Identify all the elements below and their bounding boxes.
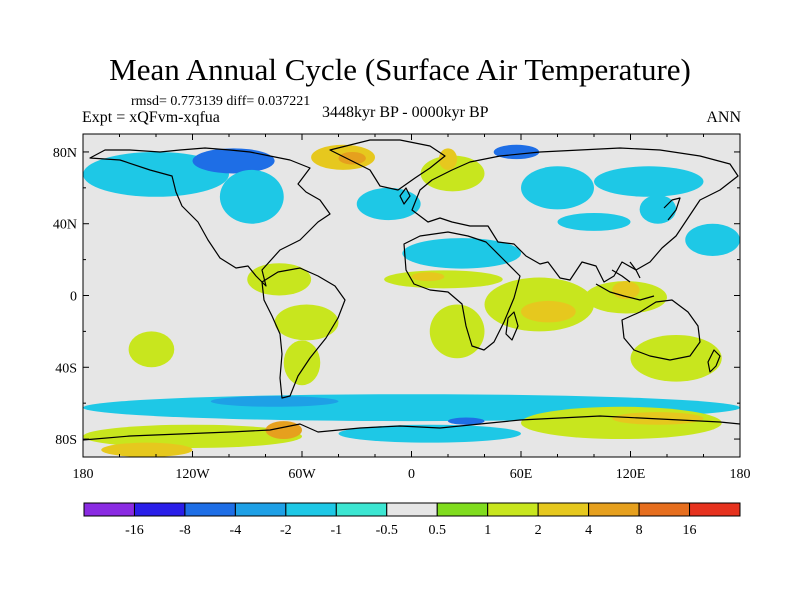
x-tick-label-2: 60W [288,467,316,482]
rmsd-diff-stats: rmsd= 0.773139 diff= 0.037221 [131,94,311,109]
y-axis: 80N 40N 0 40S 80S [53,146,740,448]
period-label: 3448kyr BP - 0000kyr BP [322,104,489,121]
anomaly-region-20 [128,331,175,368]
colorbar-label-8: 2 [535,523,542,538]
coastline-australia [621,299,701,361]
anomaly-region-23 [521,300,576,323]
anomaly-region-9 [521,166,594,210]
anomaly-region-18 [274,304,339,341]
anomaly-region-29 [83,424,302,449]
season-label: ANN [706,109,741,126]
colorbar-box-4 [285,502,337,517]
colorbar-box-8 [487,502,539,517]
anomaly-region-32 [338,424,521,443]
colorbar-box-3 [234,502,287,517]
plot-title: Mean Annual Cycle (Surface Air Temperatu… [109,52,691,87]
colorbar-label-1: -8 [179,523,191,538]
coastline-british-isles [399,187,411,205]
anomaly-region-19 [283,340,321,386]
coastline-japan [663,197,681,221]
coastline-antarctica [83,415,740,441]
coastline-indonesia [595,261,655,301]
anomaly-region-16 [411,272,445,282]
colorbar-label-0: -16 [125,523,144,538]
coastline-new-zealand [707,349,721,373]
anomaly-region-2 [219,169,284,224]
colorbar-label-2: -4 [230,523,242,538]
colorbar-label-4: -1 [330,523,342,538]
colorbar-box-0 [83,502,135,517]
colorbar-box-2 [184,502,236,517]
anomaly-region-33 [448,417,485,425]
y-tick-label-4: 80S [55,433,77,448]
coastline-africa [403,231,521,351]
y-tick-label-3: 40S [55,361,77,376]
colorbar-box-7 [436,502,489,517]
x-tick-label-5: 120E [616,467,646,482]
anomaly-region-1 [192,148,275,174]
x-tick-label-3: 0 [408,467,415,482]
y-tick-label-2: 0 [70,290,77,305]
colorbar-box-12 [689,502,741,517]
colorbar-label-11: 16 [683,523,697,538]
colorbar-box-6 [386,502,438,517]
x-axis: 180 120W 60W 0 60E 120E 180 [73,134,751,482]
colorbar-label-6: 0.5 [428,523,446,538]
anomaly-region-10 [594,166,704,197]
y-tick-label-0: 80N [53,146,77,161]
anomaly-region-21 [429,304,485,359]
colorbar-box-9 [537,502,590,517]
anomaly-region-13 [557,212,631,231]
colorbar-labels: -16 -8 -4 -2 -1 -0.5 0.5 1 2 4 8 16 [125,523,696,538]
anomaly-region-28 [210,395,339,407]
colorbar-label-3: -2 [280,523,292,538]
anomaly-region-14 [402,238,521,269]
anomaly-region-12 [685,223,740,257]
colorbar-boxes [83,502,741,517]
coastline-north-america [89,147,331,287]
anomaly-region-4 [338,151,366,165]
colorbar-box-1 [133,502,186,517]
coastline-south-america [261,267,346,399]
coastline-greenland [329,139,446,191]
colorbar-label-5: -0.5 [376,523,398,538]
anomaly-region-0 [83,151,229,197]
x-tick-label-6: 180 [730,467,751,482]
anomaly-region-7 [438,148,458,170]
x-tick-label-1: 120W [175,467,210,482]
x-tick-label-0: 180 [73,467,94,482]
anomaly-region-30 [101,442,193,457]
coastlines [83,139,740,441]
colorbar-box-11 [638,502,691,517]
anomaly-region-17 [247,263,312,296]
colorbar-box-10 [588,502,640,517]
anomaly-region-11 [639,195,677,224]
experiment-label: Expt = xQFvm-xqfua [82,109,220,126]
anomaly-region-5 [356,187,421,221]
colorbar-label-10: 8 [636,523,643,538]
colorbar-label-7: 1 [484,523,491,538]
colorbar-box-5 [335,502,388,517]
colorbar-label-9: 4 [585,523,592,538]
coastline-eurasia [411,147,739,283]
anomaly-region-6 [420,155,485,192]
coastline-madagascar [505,311,519,341]
y-tick-label-1: 40N [53,218,77,233]
x-tick-label-4: 60E [510,467,533,482]
